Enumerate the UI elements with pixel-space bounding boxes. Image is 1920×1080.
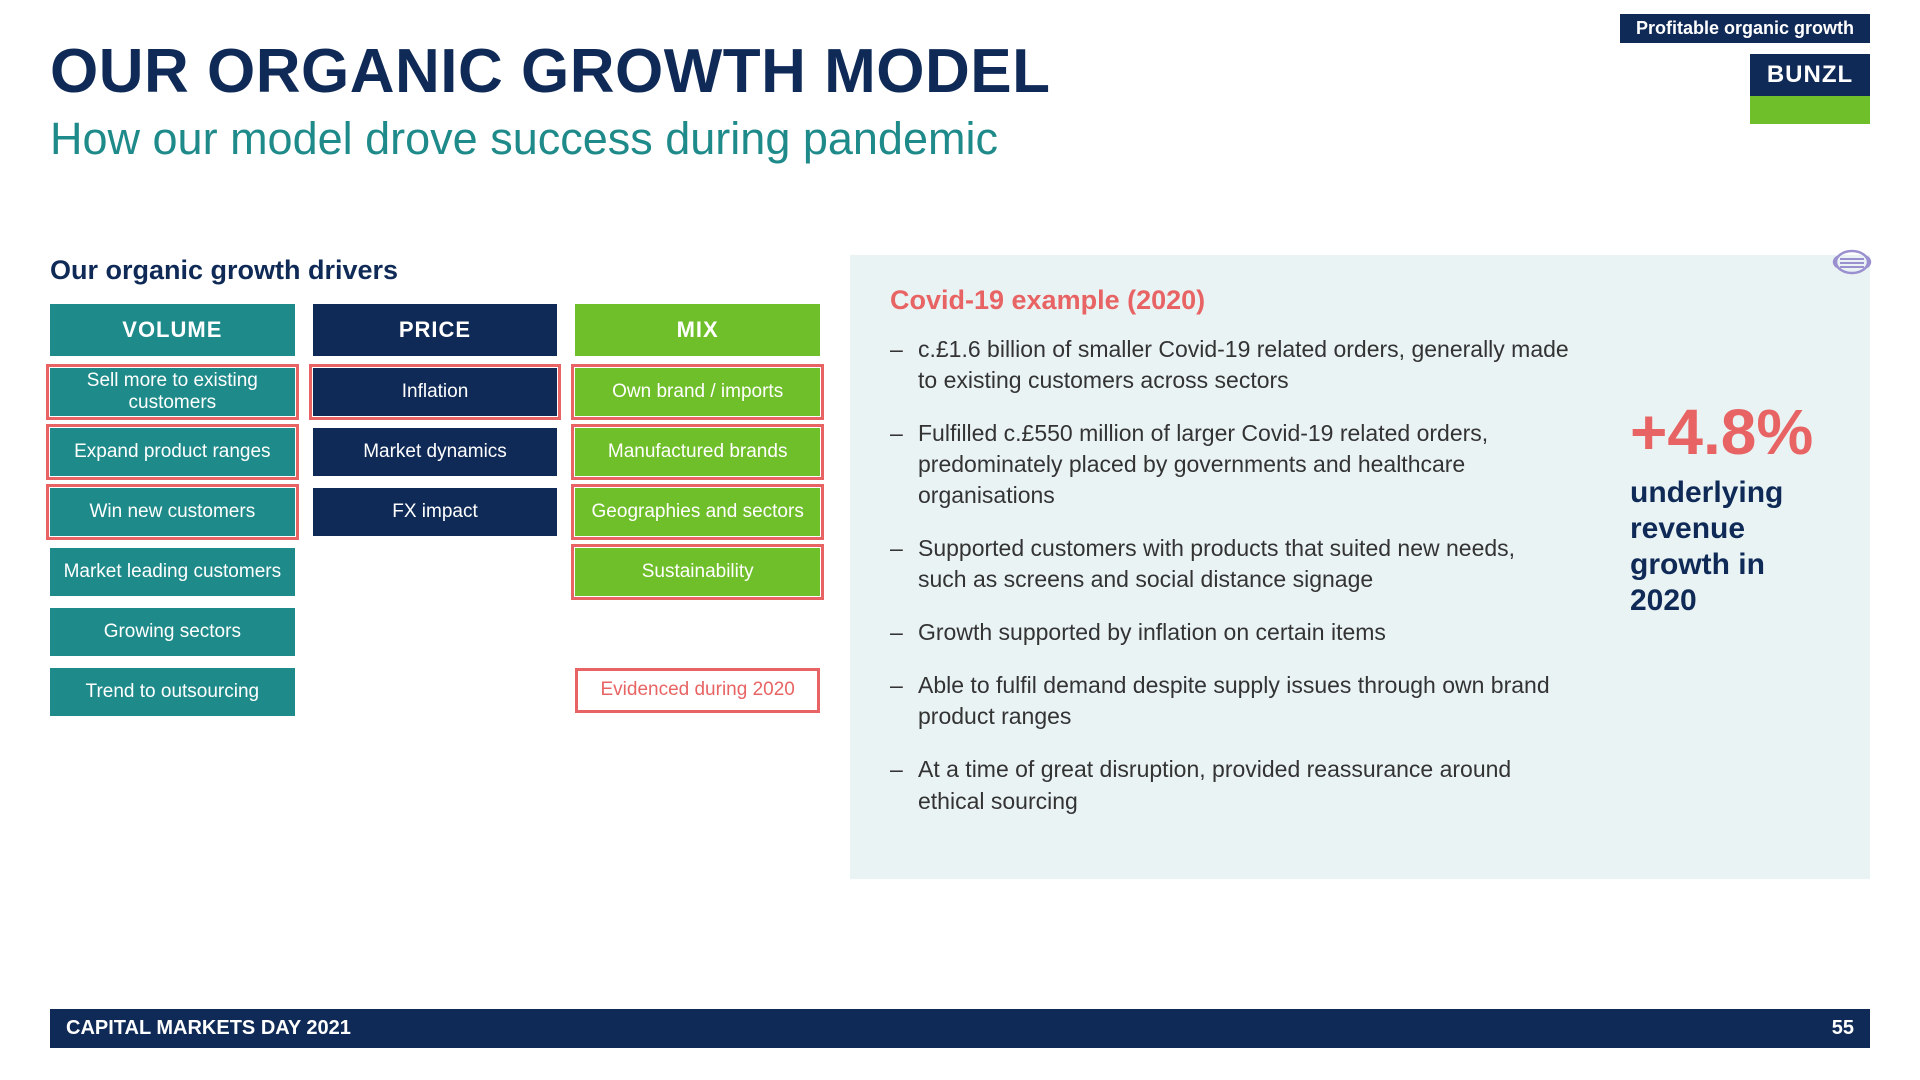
bullet-item: Growth supported by inflation on certain… — [890, 617, 1570, 648]
drivers-heading: Our organic growth drivers — [50, 255, 820, 286]
company-logo: BUNZL — [1750, 54, 1870, 124]
driver-pill: FX impact — [313, 488, 558, 536]
driver-pill: Own brand / imports — [575, 368, 820, 416]
driver-column: PRICE Inflation Market dynamics FX impact — [313, 304, 558, 716]
drivers-columns: VOLUME Sell more to existing customers Exp… — [50, 304, 820, 716]
logo-underline — [1750, 96, 1870, 124]
logo-text: BUNZL — [1750, 54, 1870, 96]
covid-panel: Covid-19 example (2020) c.£1.6 billion o… — [850, 255, 1870, 879]
column-header: PRICE — [313, 304, 558, 356]
page-subtitle: How our model drove success during pande… — [50, 113, 1870, 165]
column-header: VOLUME — [50, 304, 295, 356]
footer-left: CAPITAL MARKETS DAY 2021 — [66, 1017, 351, 1040]
driver-pill: Expand product ranges — [50, 428, 295, 476]
driver-pill: Trend to outsourcing — [50, 668, 295, 716]
driver-pill: Growing sectors — [50, 608, 295, 656]
legend-box: Evidenced during 2020 — [575, 668, 820, 713]
stat-block: +4.8% underlying revenue growth in 2020 — [1630, 395, 1830, 619]
page-title: OUR ORGANIC GROWTH MODEL — [50, 36, 1870, 107]
stat-value: +4.8% — [1630, 395, 1830, 469]
driver-pill: Sustainability — [575, 548, 820, 596]
footer-bar: CAPITAL MARKETS DAY 2021 55 — [50, 1009, 1870, 1048]
driver-pill: Market dynamics — [313, 428, 558, 476]
mask-icon — [1830, 245, 1874, 279]
driver-column: MIX Own brand / imports Manufactured brand… — [575, 304, 820, 716]
driver-pill: Manufactured brands — [575, 428, 820, 476]
bullet-item: Supported customers with products that s… — [890, 533, 1570, 595]
column-header: MIX — [575, 304, 820, 356]
bullet-item: Fulfilled c.£550 million of larger Covid… — [890, 418, 1570, 511]
content-row: Our organic growth drivers VOLUME Sell mo… — [50, 255, 1870, 879]
driver-pill: Sell more to existing customers — [50, 368, 295, 416]
stat-label: underlying revenue growth in 2020 — [1630, 475, 1830, 619]
driver-pill: Geographies and sectors — [575, 488, 820, 536]
bullet-item: At a time of great disruption, provided … — [890, 754, 1570, 816]
driver-pill: Inflation — [313, 368, 558, 416]
section-badge: Profitable organic growth — [1620, 14, 1870, 43]
covid-heading: Covid-19 example (2020) — [890, 285, 1830, 316]
driver-column: VOLUME Sell more to existing customers Exp… — [50, 304, 295, 716]
footer-right: 55 — [1832, 1017, 1854, 1040]
driver-pill: Market leading customers — [50, 548, 295, 596]
drivers-panel: Our organic growth drivers VOLUME Sell mo… — [50, 255, 820, 879]
bullet-item: c.£1.6 billion of smaller Covid-19 relat… — [890, 334, 1570, 396]
bullet-item: Able to fulfil demand despite supply iss… — [890, 670, 1570, 732]
driver-pill: Win new customers — [50, 488, 295, 536]
